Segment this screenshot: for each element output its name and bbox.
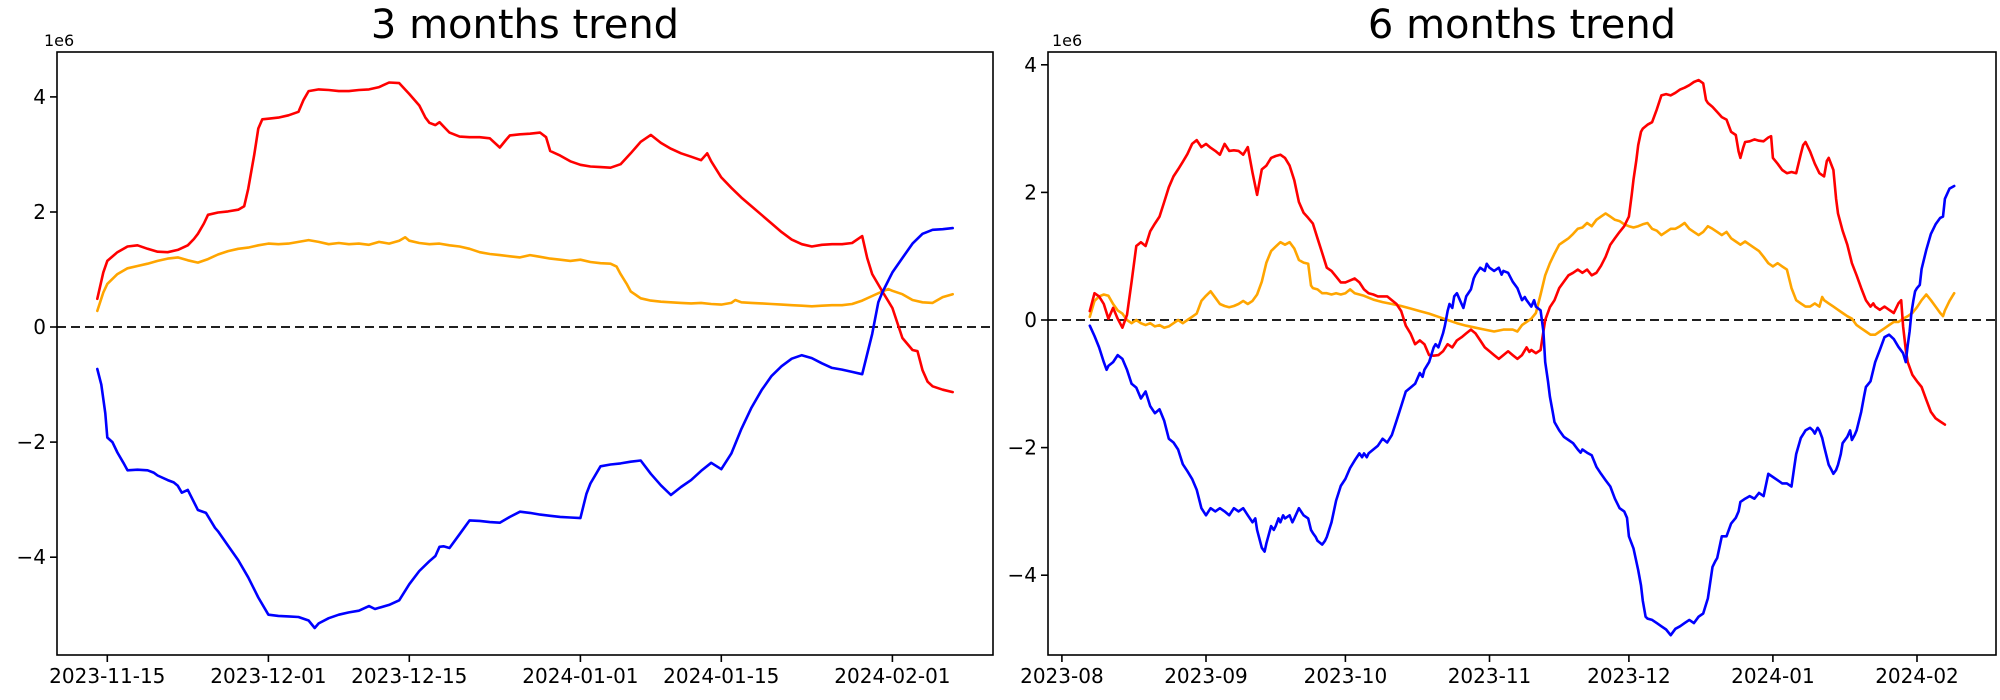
series-line-blue — [96, 226, 955, 630]
x-tick-label: 2024-02-01 — [834, 664, 950, 688]
y-tick-label: −2 — [1008, 436, 1037, 460]
y-tick-label: 4 — [1024, 53, 1037, 77]
chart-title-6-months-trend: 6 months trend — [1367, 2, 1677, 48]
x-tick-label: 2023-10 — [1304, 664, 1388, 688]
chart-title-3-months-trend: 3 months trend — [370, 2, 680, 48]
series-line-red — [1088, 78, 1947, 426]
x-tick-label: 2023-12 — [1587, 664, 1671, 688]
series-line-red — [96, 81, 955, 394]
chart-0: 2023-11-15 2023-12-01 2023-12-15 2024-01-01… — [17, 51, 994, 688]
y-tick-label: −4 — [17, 545, 46, 569]
x-tick-label: 2024-01-01 — [522, 664, 638, 688]
y-tick-label: 4 — [33, 85, 46, 109]
x-tick-label: 2024-01 — [1731, 664, 1815, 688]
x-tick-label: 2023-09 — [1164, 664, 1248, 688]
y-axis-offset-label-right: 1e6 — [1052, 31, 1083, 50]
plot-frame — [1047, 51, 1997, 656]
x-tick-label: 2023-08 — [1020, 664, 1104, 688]
y-tick-label: 2 — [33, 200, 46, 224]
series-line-blue — [1088, 184, 1956, 637]
x-tick-label: 2023-12-01 — [210, 664, 326, 688]
y-tick-label: 0 — [33, 315, 46, 339]
x-tick-label: 2023-11-15 — [49, 664, 165, 688]
chart-1: 2023-08 2023-09 2023-10 2023-11 2023-12 2024-… — [1008, 51, 1997, 688]
y-tick-label: 0 — [1024, 308, 1037, 332]
x-tick-label: 2023-11 — [1448, 664, 1532, 688]
y-tick-label: −4 — [1008, 563, 1037, 587]
y-tick-label: −2 — [17, 430, 46, 454]
y-tick-label: 2 — [1024, 180, 1037, 204]
series-line-orange — [1088, 212, 1956, 337]
plot-frame — [56, 51, 994, 656]
x-tick-label: 2024-01-15 — [663, 664, 779, 688]
x-tick-label: 2024-02 — [1875, 664, 1959, 688]
x-tick-label: 2023-12-15 — [351, 664, 467, 688]
y-axis-offset-label-left: 1e6 — [44, 31, 75, 50]
series-line-orange — [96, 236, 955, 313]
